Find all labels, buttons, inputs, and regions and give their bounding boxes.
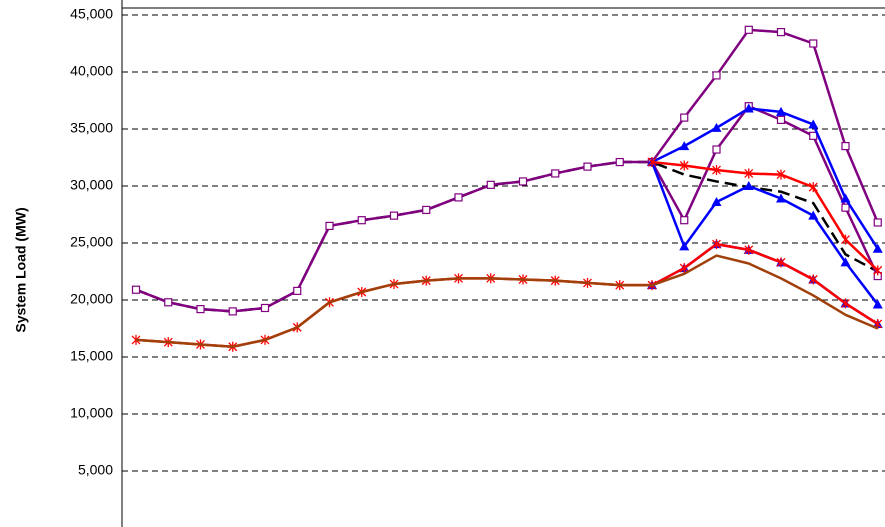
marker: [325, 221, 334, 230]
marker: [776, 257, 786, 268]
series-line: [651, 107, 879, 250]
marker: [712, 239, 721, 250]
y-tick-label: 40,000: [70, 63, 113, 79]
marker: [454, 193, 463, 202]
y-tick-label: 30,000: [70, 177, 113, 193]
y-tick-label: 45,000: [70, 6, 113, 22]
marker: [712, 71, 721, 80]
marker: [776, 193, 786, 203]
marker: [809, 39, 818, 48]
marker: [679, 160, 689, 171]
series-line: [135, 160, 879, 313]
marker: [357, 216, 366, 225]
series-line: [650, 104, 879, 277]
series-line: [651, 160, 879, 272]
marker: [131, 285, 141, 294]
marker: [873, 265, 883, 276]
marker: [841, 298, 850, 309]
marker: [744, 244, 754, 255]
marker: [840, 193, 851, 203]
marker: [711, 122, 722, 132]
marker: [808, 210, 819, 220]
marker: [744, 168, 754, 179]
marker: [841, 234, 850, 245]
marker: [680, 113, 689, 122]
y-tick-label: 10,000: [70, 405, 113, 421]
marker: [776, 115, 786, 124]
marker: [486, 180, 495, 189]
marker: [422, 205, 431, 215]
marker: [872, 243, 883, 253]
marker: [873, 218, 882, 227]
marker: [679, 263, 689, 274]
marker: [389, 211, 399, 220]
series-line: [650, 161, 879, 306]
marker: [679, 241, 690, 251]
marker: [647, 157, 657, 168]
marker: [518, 177, 528, 186]
marker: [164, 298, 173, 307]
marker: [808, 182, 818, 193]
y-axis-label: System Load (MW): [13, 207, 29, 332]
marker: [776, 28, 786, 37]
marker: [711, 196, 722, 206]
marker: [583, 162, 592, 171]
marker: [712, 145, 721, 154]
marker: [260, 303, 270, 313]
y-tick-label: 20,000: [70, 291, 113, 307]
marker: [551, 169, 560, 178]
marker: [808, 119, 819, 129]
marker: [228, 307, 237, 316]
marker: [712, 165, 721, 176]
series-line: [135, 242, 879, 348]
marker: [679, 141, 690, 151]
marker: [809, 131, 818, 140]
marker: [615, 157, 624, 167]
marker: [776, 169, 786, 180]
y-tick-label: 15,000: [70, 348, 113, 364]
series-line: [135, 28, 879, 313]
y-tick-label: 35,000: [70, 120, 113, 136]
marker: [743, 181, 754, 190]
marker: [840, 257, 851, 267]
series-line: [135, 254, 879, 348]
marker: [841, 203, 850, 212]
marker: [196, 305, 205, 314]
marker: [872, 299, 883, 309]
y-tick-label: 5,000: [78, 462, 113, 478]
marker: [808, 274, 818, 285]
marker: [680, 216, 689, 225]
marker: [293, 286, 302, 295]
y-tick-label: 25,000: [70, 234, 113, 250]
marker: [743, 103, 754, 113]
marker: [744, 25, 753, 34]
marker: [776, 106, 786, 116]
marker: [841, 142, 850, 151]
